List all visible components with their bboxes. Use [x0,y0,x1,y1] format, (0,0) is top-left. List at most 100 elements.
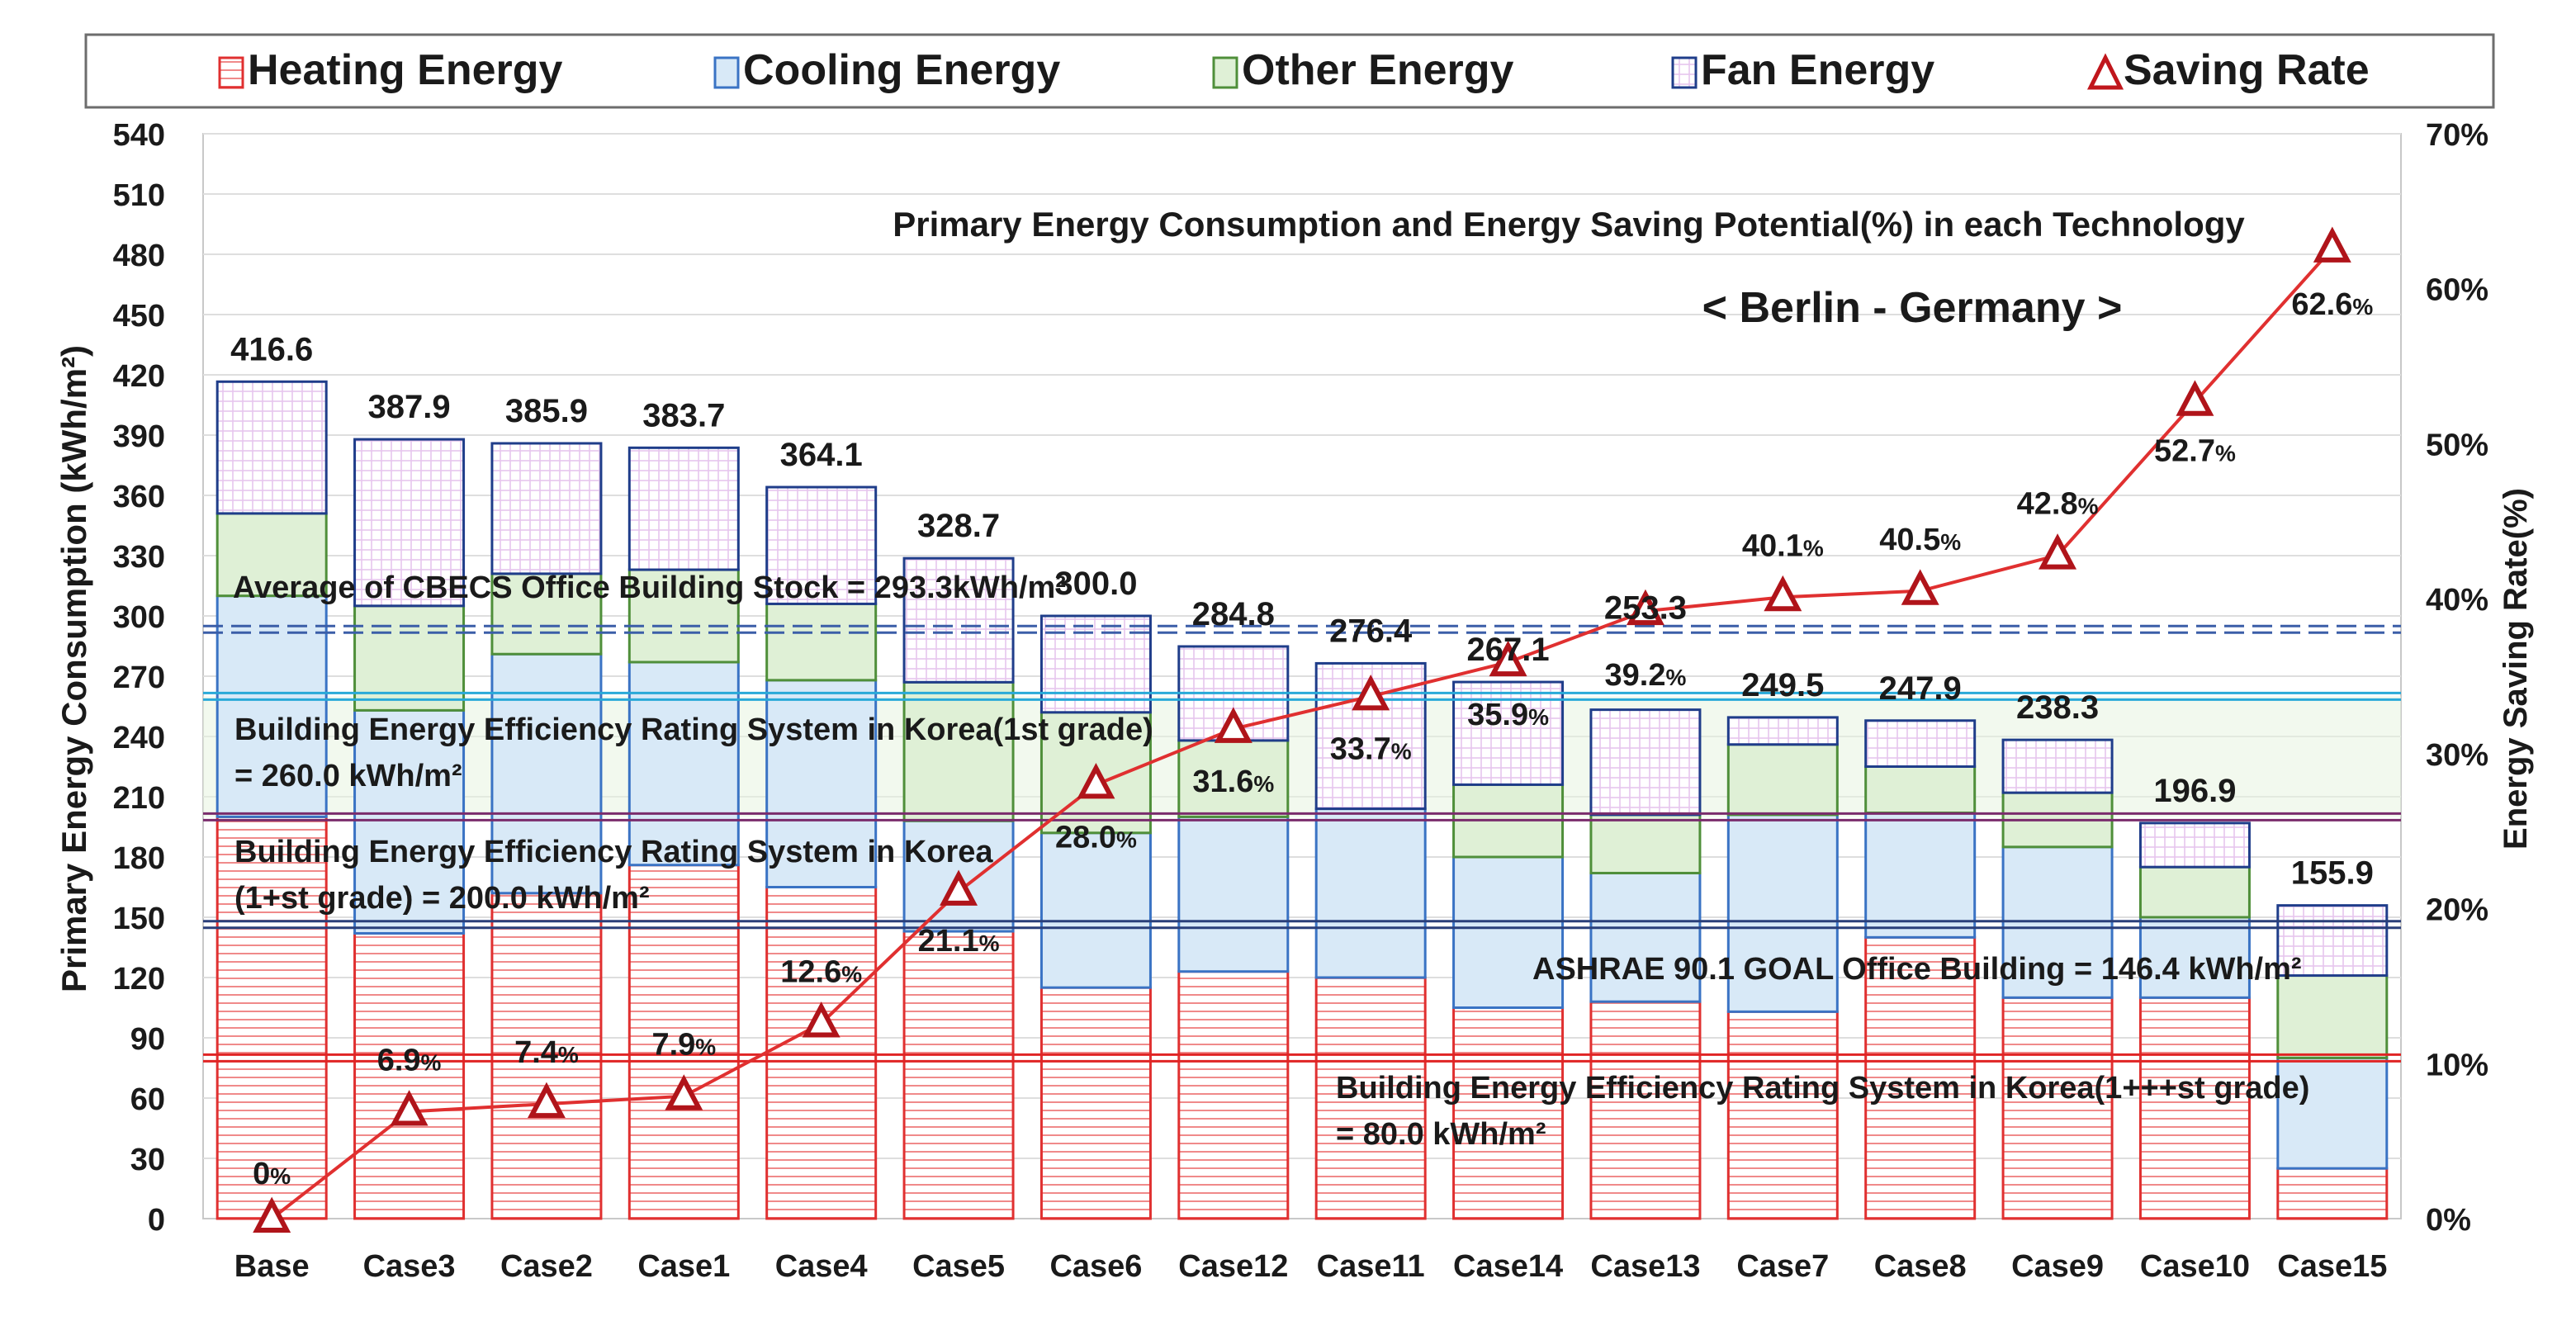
x-tick-label: Case3 [363,1249,456,1284]
y2-axis-title: Energy Saving Rate(%) [2498,488,2534,850]
saving-rate-label: 42.8% [2017,487,2099,522]
x-tick-label: Case5 [912,1249,1005,1284]
legend-item-cooling: Cooling Energy [713,46,1060,94]
bar-segment-fan [1589,708,1702,817]
legend-swatch-fan [1671,56,1698,89]
saving-rate-label: 40.1% [1742,528,1824,563]
y-tick-label: 150 [113,902,165,936]
bar-segment-heating [1726,1010,1839,1220]
saving-rate-percent: % [270,1163,291,1189]
y2-tick-label: 60% [2426,273,2488,308]
y-tick-label: 540 [113,118,165,153]
bar-segment-other [215,512,328,598]
y-tick-label: 300 [113,600,165,635]
x-tick-label: Case7 [1736,1249,1829,1284]
y-tick-label: 270 [113,660,165,695]
saving-rate-percent: % [695,1035,716,1060]
saving-rate-value: 21.1 [918,924,979,959]
x-tick-label: Case4 [775,1249,868,1284]
bar-segment-fan [2276,904,2389,978]
bar-segment-cooling [1314,807,1427,979]
bar-segment-fan [1039,614,1152,714]
saving-rate-value: 52.7 [2154,434,2215,469]
bar-segment-heating [627,864,740,1220]
bar-segment-cooling [1177,815,1290,973]
bar-segment-heating [902,930,1015,1220]
bar-segment-heating [1589,1000,1702,1220]
legend-label-saving-rate: Saving Rate [2124,46,2370,94]
y-tick-label: 30 [130,1143,165,1177]
y2-tick-label: 50% [2426,428,2488,462]
bar-total-label: 238.3 [2016,689,2099,726]
bar-total-label: 364.1 [780,437,863,473]
bar-segment-other [1589,813,1702,874]
saving-rate-marker [1489,640,1527,677]
saving-rate-percent: % [1803,535,1824,561]
y-tick-label: 90 [130,1022,165,1057]
saving-rate-value: 6.9 [377,1043,421,1077]
legend-swatch-cooling [713,56,740,89]
x-tick-label: Case9 [2011,1249,2104,1284]
saving-rate-marker [940,869,978,906]
axes: 0 30 60 90 120 150 180 210 240 270 300 330 360 390 420… [113,118,2488,1284]
legend-label-fan: Fan Energy [1701,46,1934,94]
bar-segment-heating [353,931,466,1220]
x-tick-label: Case6 [1049,1249,1142,1284]
saving-rate-label: 52.7% [2154,434,2236,469]
chart-title: Primary Energy Consumption and Energy Sa… [893,205,2245,244]
legend-triangle-icon [2086,53,2124,90]
bar-segment-fan [627,446,740,571]
bar-segment-fan [353,438,466,608]
bar-segment-heating [2138,996,2251,1220]
saving-rate-marker [802,1001,841,1038]
legend-label-cooling: Cooling Energy [743,46,1060,94]
reference-label: = 80.0 kWh/m² [1336,1117,1546,1152]
bar-segment-fan [1726,716,1839,746]
saving-rate-marker [253,1196,291,1233]
reference-label: = 260.0 kWh/m² [234,759,462,793]
saving-rate-label: 28.0% [1055,820,1137,855]
legend-swatch-other [1212,56,1238,89]
saving-rate-line [270,247,2334,1220]
saving-rate-percent: % [1253,771,1274,797]
legend-item-other: Other Energy [1212,46,1513,94]
x-tick-label: Case13 [1590,1249,1700,1284]
bar-segment-fan [902,556,1015,684]
saving-rate-marker [665,1074,703,1110]
bar-segment-heating [1864,935,1977,1220]
x-tick-label: Case8 [1874,1249,1967,1284]
bar-segment-heating [215,815,328,1220]
reference-lines [203,624,2401,1063]
reference-label: Building Energy Efficiency Rating System… [234,713,1153,747]
saving-rate-value: 42.8 [2017,487,2078,522]
reference-labels: Average of CBECS Office Building Stock =… [233,571,2309,1152]
legend-item-saving-rate: Saving Rate [2086,46,2370,94]
y-tick-label: 360 [113,480,165,514]
bar-segment-heating [1039,986,1152,1220]
bar-segment-cooling [627,660,740,867]
y-axis-title: Primary Energy Consumption (kWh/m²) [54,345,93,992]
bar-segment-other [902,680,1015,822]
bar-segment-cooling [1864,811,1977,939]
bar-segment-other [353,604,466,712]
bar-segment-other [490,572,603,656]
x-tick-label: Case15 [2277,1249,2387,1284]
saving-rate-value: 62.6 [2291,287,2352,322]
data-labels: 416.6 387.9 385.9 383.7 364.1 328.7 300.0 284.8… [230,287,2374,1191]
y-tick-label: 330 [113,540,165,575]
saving-rate-percent: % [1528,704,1549,730]
bar-total-label: 247.9 [1879,670,1962,707]
saving-rate-label: 7.4% [514,1035,579,1070]
x-tick-label: Case11 [1317,1249,1425,1284]
y2-tick-label: 10% [2426,1048,2488,1082]
saving-rate-percent: % [2215,441,2236,466]
chart-subtitle: < Berlin - Germany > [1702,284,2123,332]
y-tick-label: 180 [113,841,165,876]
saving-rate-value: 7.9 [651,1028,695,1063]
saving-rate-value: 31.6 [1192,765,1253,799]
saving-rate-label: 39.2% [1605,658,1687,693]
saving-rate-marker [2313,226,2351,263]
x-tick-label: Case12 [1178,1249,1288,1284]
legend-swatch-heating [218,56,244,89]
bar-total-label: 385.9 [505,393,588,429]
